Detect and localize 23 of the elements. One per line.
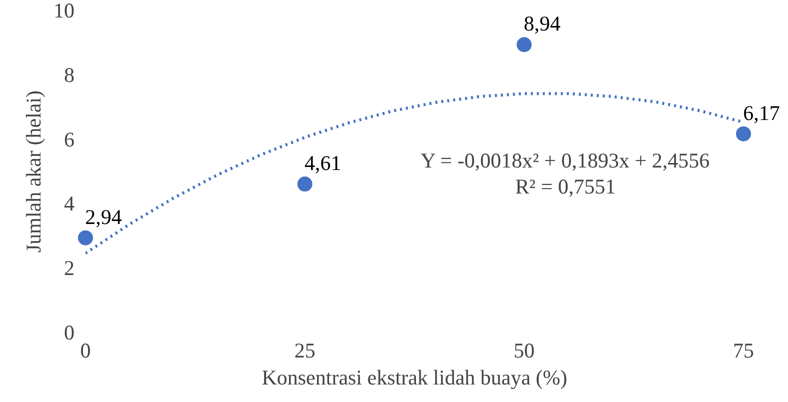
data-label: 8,94: [524, 12, 562, 36]
y-tick-label: 8: [64, 62, 74, 87]
x-tick-label: 50: [514, 338, 535, 362]
y-tick-label: 4: [64, 192, 75, 216]
y-axis-title: Jumlah akar (helai): [22, 90, 46, 253]
point: [516, 37, 532, 52]
data-label: 6,17: [743, 100, 780, 125]
data-label: 4,61: [304, 151, 342, 176]
line-series: [86, 92, 744, 255]
point: [78, 230, 93, 246]
x-tick-label: 0: [80, 338, 91, 362]
point: [297, 176, 312, 192]
annotation: Y = -0,0018x² + 0,1893x + 2,4556: [420, 148, 710, 172]
annotation: R² = 0,7551: [515, 174, 616, 198]
data-label: 2,94: [85, 204, 122, 229]
y-tick-label: 0: [64, 320, 74, 344]
x-tick-label: 25: [294, 338, 316, 362]
y-tick-label: 2: [64, 256, 74, 280]
x-axis-title: Konsentrasi ekstrak lidah buaya (%): [262, 366, 568, 390]
y-tick-label: 6: [64, 127, 74, 152]
point: [736, 126, 751, 142]
y-tick-label: 10: [54, 0, 74, 22]
x-tick-label: 75: [733, 338, 754, 362]
